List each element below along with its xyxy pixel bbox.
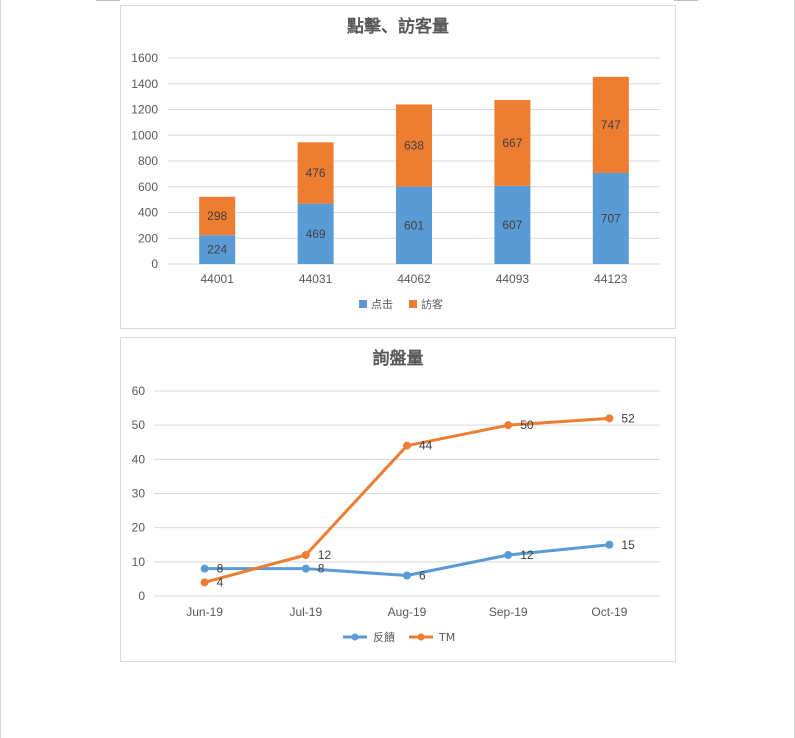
data-point	[200, 564, 209, 573]
data-label: 707	[601, 211, 621, 225]
legend-marker	[417, 633, 425, 641]
x-tick-label: 44031	[299, 272, 333, 286]
data-point	[403, 441, 411, 450]
data-label: 667	[502, 136, 522, 150]
data-label: 15	[621, 538, 635, 552]
chart-title: 點擊、訪客量	[346, 16, 449, 37]
data-label: 469	[306, 227, 326, 241]
y-tick-label: 1000	[131, 128, 158, 142]
bar-clicks	[199, 235, 236, 264]
x-tick-label: 44001	[201, 272, 235, 286]
x-tick-label: Aug-19	[388, 605, 427, 619]
inquiries-chart[interactable]: 詢盤量 0 10 20 30 40 50 60 Jun-19 Jul-19 Aug-19 Sep-1…	[120, 337, 676, 662]
data-label: 476	[306, 166, 326, 180]
bar-clicks	[396, 186, 432, 264]
x-tick-label: Oct-19	[591, 605, 627, 619]
page-top-margin-mark-left	[96, 0, 120, 1]
data-label: 8	[217, 562, 224, 576]
bar-clicks	[494, 185, 531, 264]
page-top-margin-mark-right	[674, 0, 698, 1]
legend-label: TM	[438, 631, 455, 644]
bar-visitors	[199, 196, 236, 236]
data-point	[403, 571, 411, 580]
y-tick-label: 400	[138, 206, 158, 220]
x-tick-label: 44062	[397, 272, 431, 286]
data-label: 224	[207, 243, 227, 257]
data-label: 12	[520, 548, 534, 562]
legend-label: 反饋	[373, 630, 395, 644]
bar-visitors	[396, 104, 432, 187]
data-point	[504, 421, 513, 430]
bar-visitors	[297, 142, 334, 204]
series-line-feedback	[203, 543, 611, 577]
x-tick-label: Jul-19	[289, 605, 322, 619]
data-point	[605, 414, 614, 423]
data-label: 638	[404, 139, 424, 153]
data-label: 298	[207, 209, 227, 223]
y-tick-label: 1200	[131, 103, 158, 117]
page-left-edge	[0, 0, 1, 738]
x-tick-label: Jun-19	[186, 605, 223, 619]
data-label: 601	[404, 218, 424, 232]
y-tick-label: 200	[138, 231, 158, 245]
y-tick-label: 0	[138, 589, 145, 603]
clicks-visitors-chart-svg: 點擊、訪客量 0 200 400 600 800 1000 1200 1400 1600 4400…	[131, 16, 660, 311]
data-point	[605, 540, 614, 549]
legend-swatch	[409, 300, 417, 308]
bar-visitors	[494, 99, 531, 186]
clicks-visitors-chart[interactable]: 點擊、訪客量 0 200 400 600 800 1000 1200 1400 1600 4400…	[120, 5, 676, 329]
data-label: 6	[419, 569, 426, 583]
y-tick-label: 1600	[131, 51, 158, 65]
data-label: 50	[520, 418, 534, 432]
data-point	[504, 551, 513, 559]
y-tick-label: 50	[132, 418, 146, 432]
data-label: 12	[318, 548, 332, 562]
data-label: 52	[621, 411, 635, 425]
data-label: 607	[502, 218, 522, 232]
y-tick-label: 0	[151, 257, 158, 271]
data-point	[200, 578, 209, 587]
legend-label: 訪客	[421, 297, 443, 311]
chart-title: 詢盤量	[373, 348, 424, 369]
data-point	[301, 564, 310, 573]
data-label: 747	[601, 118, 621, 132]
y-tick-label: 600	[138, 180, 158, 194]
y-tick-label: 60	[132, 384, 146, 398]
x-tick-label: 44123	[594, 272, 628, 286]
data-label: 8	[318, 562, 325, 576]
data-point	[301, 551, 310, 559]
data-label: 4	[217, 575, 224, 589]
bar-clicks	[297, 203, 334, 264]
y-tick-label: 800	[138, 154, 158, 168]
x-tick-label: 44093	[496, 272, 530, 286]
inquiries-chart-svg: 詢盤量 0 10 20 30 40 50 60 Jun-19 Jul-19 Aug-19 Sep-1…	[132, 348, 660, 644]
y-tick-label: 20	[132, 521, 146, 535]
y-tick-label: 40	[132, 452, 146, 466]
legend-marker	[351, 633, 359, 641]
data-label: 44	[419, 439, 433, 453]
x-tick-label: Sep-19	[489, 605, 528, 619]
legend-swatch	[359, 300, 367, 308]
y-tick-label: 10	[132, 555, 146, 569]
y-tick-label: 1400	[131, 77, 158, 91]
bar-visitors	[592, 76, 629, 173]
legend-label: 点击	[371, 298, 393, 311]
bar-clicks	[592, 172, 629, 264]
y-tick-label: 30	[132, 487, 146, 501]
